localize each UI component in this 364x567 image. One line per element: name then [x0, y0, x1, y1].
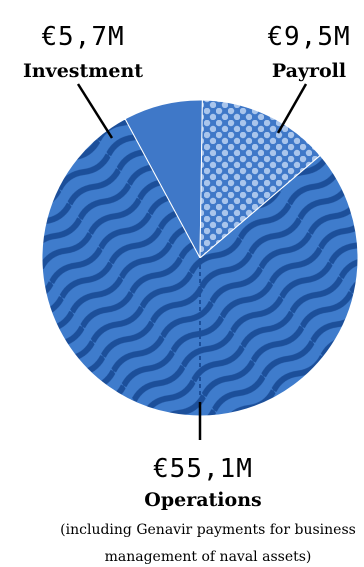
investment-category-label: Investment [23, 60, 143, 82]
operations-category-label: Operations [144, 489, 261, 511]
payroll-category-label: Payroll [272, 60, 346, 82]
payroll-leader-line [276, 83, 308, 134]
operations-amount-label: €55,1M [153, 454, 253, 484]
pie-slices [41, 99, 359, 417]
investment-leader-line [76, 83, 114, 139]
investment-amount-label: €5,7M [41, 22, 124, 52]
operations-note-line-2: management of naval assets) [105, 549, 312, 565]
pie-slice-payroll [199, 99, 321, 260]
operations-note-line-1: (including Genavir payments for business [60, 522, 356, 538]
payroll-amount-label: €9,5M [267, 22, 350, 52]
